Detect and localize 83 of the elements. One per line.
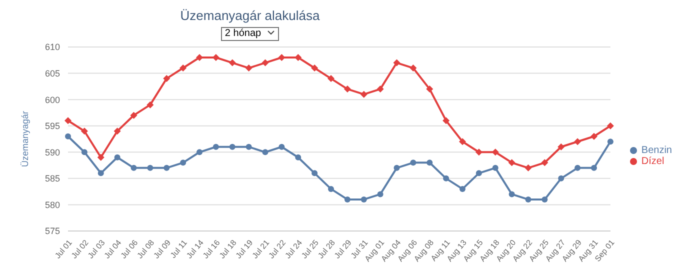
point <box>114 154 120 160</box>
point <box>360 90 368 98</box>
y-tick-label: 575 <box>44 226 60 236</box>
point <box>245 64 252 72</box>
point <box>180 160 186 166</box>
point <box>607 138 614 145</box>
y-tick-label: 610 <box>44 42 60 52</box>
point <box>164 164 170 171</box>
point <box>246 144 252 150</box>
point <box>278 54 286 62</box>
point <box>426 160 433 166</box>
point <box>524 164 532 172</box>
point <box>311 64 318 72</box>
y-tick-label: 600 <box>44 94 60 105</box>
point <box>393 59 400 66</box>
point <box>459 186 466 192</box>
y-tick-label: 595 <box>44 121 60 132</box>
y-tick-label: 585 <box>44 174 60 184</box>
point <box>394 164 400 171</box>
point <box>114 128 121 135</box>
point <box>508 191 515 198</box>
point <box>476 170 482 176</box>
y-axis-title: Üzemanyagár <box>20 110 30 168</box>
point <box>180 64 187 72</box>
point <box>590 132 598 140</box>
point <box>163 75 170 82</box>
point <box>328 186 334 192</box>
y-tick-label: 605 <box>44 68 60 78</box>
point <box>64 117 72 124</box>
point <box>377 191 384 198</box>
point <box>426 86 434 93</box>
point <box>410 160 416 166</box>
point <box>492 148 499 156</box>
x-tick-label: Jul 11 <box>168 238 190 260</box>
point <box>558 175 564 182</box>
x-tick-label: Jul 21 <box>250 238 272 260</box>
point <box>80 128 88 135</box>
legend-label: Benzin <box>641 145 672 156</box>
point <box>327 75 334 82</box>
point <box>97 154 104 161</box>
point <box>65 133 71 140</box>
x-tick-label: Jul 01 <box>53 238 74 260</box>
point <box>376 86 384 93</box>
chart-title: Üzemanyagár alakulása <box>179 8 321 23</box>
point <box>130 112 138 119</box>
point <box>525 196 532 202</box>
point <box>196 149 202 156</box>
dropdown-select: 2 hónap <box>220 27 280 41</box>
point <box>344 196 350 202</box>
point <box>458 138 466 146</box>
point <box>492 164 498 171</box>
point <box>146 101 154 108</box>
point <box>606 122 614 130</box>
point <box>574 138 582 146</box>
point <box>229 144 236 150</box>
point <box>278 144 285 150</box>
point <box>508 159 516 166</box>
point <box>410 64 417 72</box>
point <box>196 54 203 62</box>
y-tick-label: 590 <box>44 147 60 158</box>
point <box>541 159 548 166</box>
point <box>147 164 154 171</box>
point <box>262 59 269 66</box>
point <box>81 149 88 156</box>
y-tick-label: 580 <box>44 200 60 210</box>
point <box>212 144 219 150</box>
point <box>312 170 318 176</box>
point <box>294 54 302 62</box>
point <box>542 196 548 202</box>
point <box>344 86 351 93</box>
point <box>475 148 482 156</box>
point <box>360 196 367 202</box>
point <box>228 59 236 66</box>
point <box>295 154 302 160</box>
point <box>98 170 104 176</box>
point <box>558 143 565 150</box>
point <box>262 149 268 156</box>
legend-label: Dízel <box>641 156 664 167</box>
point <box>442 117 450 124</box>
point <box>590 164 597 171</box>
point <box>443 175 450 182</box>
point <box>130 164 137 171</box>
point <box>574 164 581 171</box>
